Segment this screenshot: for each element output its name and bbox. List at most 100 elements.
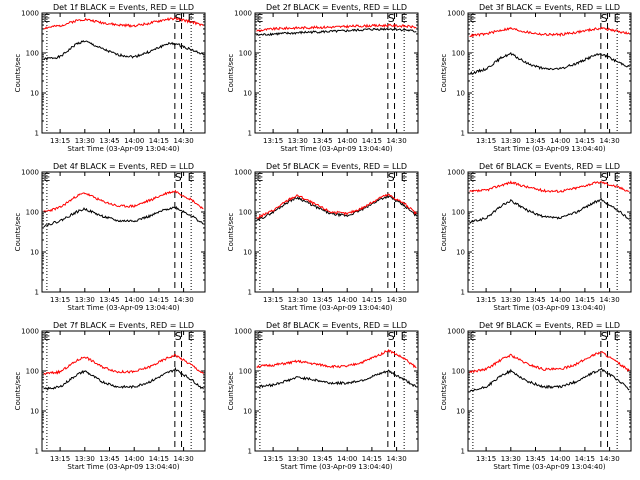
marker-s: S — [175, 330, 182, 343]
panel-title: Det 6f BLACK = Events, RED = LLD — [479, 162, 620, 171]
y-tick-label: 1 — [461, 130, 465, 138]
marker-e: E — [469, 171, 476, 184]
lld-series-line — [43, 189, 204, 212]
x-tick-label: 14:15 — [149, 137, 169, 145]
lld-series-line — [43, 17, 204, 30]
marker-e: E — [43, 330, 50, 343]
x-tick-label: 13:45 — [525, 296, 545, 304]
x-tick-label: 14:15 — [362, 296, 382, 304]
x-tick-label: 14:00 — [124, 296, 144, 304]
marker-e: E — [401, 171, 408, 184]
x-tick-label: 14:30 — [174, 455, 194, 463]
plot-frame — [254, 330, 419, 452]
y-tick-label: 1000 — [234, 328, 252, 336]
marker-e: E — [256, 330, 263, 343]
y-tick-label: 10 — [456, 249, 465, 257]
marker-s: S — [175, 171, 182, 184]
y-tick-label: 1000 — [447, 169, 465, 177]
x-tick-label: 13:30 — [288, 137, 308, 145]
y-tick-label: 1000 — [21, 328, 39, 336]
y-axis-label: Counts/sec — [14, 372, 22, 411]
x-tick-label: 13:15 — [263, 455, 283, 463]
panel-title: Det 4f BLACK = Events, RED = LLD — [53, 162, 194, 171]
events-series-line — [43, 40, 204, 61]
marker-e: E — [43, 12, 50, 25]
y-tick-label: 1 — [248, 289, 252, 297]
marker-e: E — [188, 171, 195, 184]
panel-title: Det 2f BLACK = Events, RED = LLD — [266, 3, 407, 12]
y-tick-label: 100 — [452, 209, 465, 217]
x-tick-label: 13:15 — [50, 137, 70, 145]
marker-e: E — [256, 12, 263, 25]
y-tick-label: 10 — [243, 90, 252, 98]
x-tick-label: 14:15 — [575, 137, 595, 145]
marker-e: E — [43, 171, 50, 184]
x-tick-label: 14:15 — [575, 296, 595, 304]
y-axis-label: Counts/sec — [227, 54, 235, 93]
x-tick-label: 14:15 — [362, 455, 382, 463]
y-tick-label: 1000 — [447, 10, 465, 18]
x-tick-label: 13:45 — [525, 455, 545, 463]
y-tick-label: 1000 — [21, 10, 39, 18]
x-tick-label: 13:30 — [75, 455, 95, 463]
marker-s: S — [601, 330, 608, 343]
panel-title: Det 9f BLACK = Events, RED = LLD — [479, 321, 620, 330]
y-tick-label: 1 — [248, 130, 252, 138]
y-tick-label: 1 — [35, 289, 39, 297]
y-tick-label: 100 — [26, 368, 39, 376]
plot-frame — [41, 12, 206, 134]
y-tick-label: 1 — [248, 448, 252, 456]
marker-e: E — [614, 171, 621, 184]
y-tick-label: 1 — [461, 448, 465, 456]
x-tick-label: 13:30 — [501, 137, 521, 145]
plot-frame — [41, 171, 206, 293]
x-tick-label: 13:45 — [99, 137, 119, 145]
marker-s: S — [601, 171, 608, 184]
y-tick-label: 10 — [243, 249, 252, 257]
x-tick-label: 14:00 — [550, 296, 570, 304]
x-tick-label: 14:30 — [174, 296, 194, 304]
panel-title: Det 1f BLACK = Events, RED = LLD — [53, 3, 194, 12]
lld-series-line — [43, 353, 204, 376]
x-axis-label: Start Time (03-Apr-09 13:04:40) — [493, 463, 605, 471]
y-tick-label: 10 — [30, 90, 39, 98]
y-tick-label: 10 — [243, 408, 252, 416]
x-tick-label: 13:15 — [476, 137, 496, 145]
x-tick-label: 14:30 — [600, 296, 620, 304]
x-tick-label: 13:30 — [501, 455, 521, 463]
lld-series-line — [469, 351, 630, 374]
x-tick-label: 14:00 — [550, 455, 570, 463]
x-axis-label: Start Time (03-Apr-09 13:04:40) — [67, 463, 179, 471]
x-axis-label: Start Time (03-Apr-09 13:04:40) — [67, 145, 179, 153]
y-tick-label: 10 — [456, 408, 465, 416]
x-tick-label: 14:15 — [575, 455, 595, 463]
x-tick-label: 14:30 — [600, 137, 620, 145]
marker-e: E — [256, 171, 263, 184]
x-tick-label: 13:30 — [288, 455, 308, 463]
y-tick-label: 1000 — [234, 169, 252, 177]
x-tick-label: 13:30 — [501, 296, 521, 304]
marker-e: E — [401, 330, 408, 343]
y-tick-label: 100 — [239, 50, 252, 58]
x-tick-label: 13:45 — [312, 455, 332, 463]
panel-title: Det 8f BLACK = Events, RED = LLD — [266, 321, 407, 330]
lld-series-line — [256, 23, 417, 33]
marker-e: E — [188, 330, 195, 343]
x-tick-label: 14:00 — [550, 137, 570, 145]
events-series-line — [43, 205, 204, 228]
x-tick-label: 14:15 — [362, 137, 382, 145]
panel-title: Det 7f BLACK = Events, RED = LLD — [53, 321, 194, 330]
x-axis-label: Start Time (03-Apr-09 13:04:40) — [493, 304, 605, 312]
x-axis-label: Start Time (03-Apr-09 13:04:40) — [280, 463, 392, 471]
marker-s: S — [388, 171, 395, 184]
x-tick-label: 13:30 — [288, 296, 308, 304]
marker-s: S — [388, 12, 395, 25]
x-tick-label: 14:15 — [149, 455, 169, 463]
x-tick-label: 14:30 — [387, 137, 407, 145]
y-axis-label: Counts/sec — [440, 213, 448, 252]
x-tick-label: 14:00 — [124, 455, 144, 463]
y-tick-label: 100 — [452, 50, 465, 58]
x-tick-label: 13:15 — [50, 455, 70, 463]
